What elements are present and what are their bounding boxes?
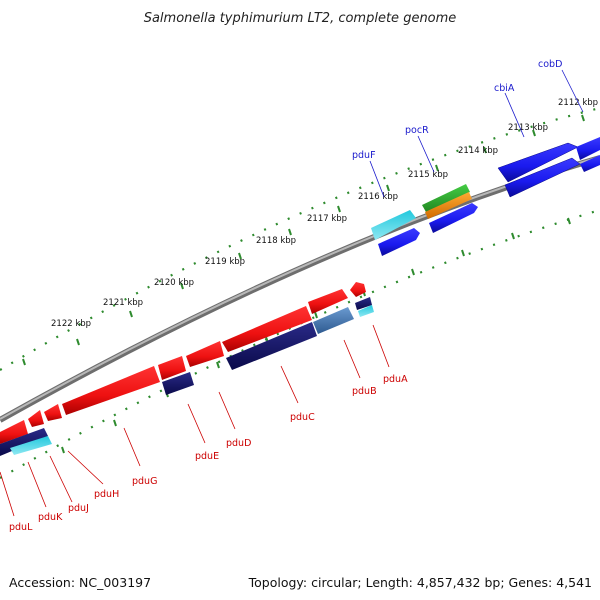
kbp-label: 2117 kbp — [307, 214, 347, 224]
gene-pduH[interactable] — [44, 404, 62, 421]
kbp-labels: 2112 kbp 2113 kbp 2114 kbp 2115 kbp 2116… — [51, 98, 598, 329]
forward-tick-track — [0, 106, 600, 371]
gene-label-cbiA: cbiA — [494, 83, 515, 94]
kbp-label: 2114 kbp — [458, 146, 498, 156]
gene-pduC-navy[interactable] — [226, 322, 317, 370]
gene-pduA[interactable] — [350, 282, 366, 297]
gene-pduA-navy[interactable] — [355, 297, 372, 310]
kbp-label: 2116 kbp — [358, 192, 398, 202]
gene-cbiA-continued[interactable] — [580, 155, 600, 172]
reverse-tick-track — [0, 208, 600, 479]
gene-label-pduK: pduK — [38, 512, 63, 523]
genome-summary-text: Topology: circular; Length: 4,857,432 bp… — [248, 575, 592, 590]
forward-gene-labels: cobD cbiA pocR pduF — [352, 59, 584, 198]
gene-label-pduC: pduC — [290, 412, 315, 423]
gene-label-pduH: pduH — [94, 489, 119, 500]
gene-label-pduG: pduG — [132, 476, 157, 487]
gene-pduK-cyan[interactable] — [10, 436, 52, 455]
gene-label-pduB: pduB — [352, 386, 377, 397]
accession-text: Accession: NC_003197 — [9, 575, 151, 590]
gene-pocR[interactable] — [422, 184, 470, 212]
map-title: Salmonella typhimurium LT2, complete gen… — [144, 11, 457, 26]
major-ticks — [22, 114, 585, 366]
kbp-label: 2122 kbp — [51, 319, 91, 329]
gene-pduE[interactable] — [158, 356, 186, 380]
gene-blue-small[interactable] — [429, 203, 478, 233]
reverse-genes — [0, 282, 374, 456]
gene-pduD[interactable] — [186, 341, 224, 367]
kbp-label: 2118 kbp — [256, 236, 296, 246]
gene-label-pocR: pocR — [405, 125, 429, 136]
gene-pduA-cyan[interactable] — [358, 305, 374, 317]
gene-label-pduJ: pduJ — [68, 503, 89, 514]
kbp-label: 2112 kbp — [558, 98, 598, 108]
gene-pduJ[interactable] — [28, 410, 44, 427]
kbp-label: 2120 kbp — [154, 278, 194, 288]
gene-pocR-orange[interactable] — [425, 192, 472, 219]
kbp-label: 2119 kbp — [205, 257, 245, 267]
gene-pduB[interactable] — [308, 289, 348, 314]
gene-pduB-steel[interactable] — [313, 307, 354, 334]
gene-pduE-navy[interactable] — [162, 372, 194, 395]
gene-pduC[interactable] — [222, 306, 312, 352]
gene-cobD-continued[interactable] — [576, 137, 600, 160]
kbp-label: 2115 kbp — [408, 170, 448, 180]
gene-label-pduL: pduL — [9, 522, 33, 533]
gene-label-cobD: cobD — [538, 59, 562, 70]
gene-pduL[interactable] — [0, 420, 28, 444]
gene-pduG[interactable] — [62, 366, 160, 415]
gene-pduF[interactable] — [371, 210, 416, 240]
forward-genes — [371, 137, 600, 256]
gene-label-pduE: pduE — [195, 451, 219, 462]
gene-label-pduA: pduA — [383, 374, 408, 385]
gene-blue-pduF[interactable] — [378, 228, 420, 256]
gene-label-pduD: pduD — [226, 438, 251, 449]
kbp-label: 2113 kbp — [508, 123, 548, 133]
kbp-label: 2121 kbp — [103, 298, 143, 308]
gene-label-pduF: pduF — [352, 150, 376, 161]
reverse-gene-labels: pduA pduB pduC pduD pduE pduG pduH pduJ … — [0, 324, 408, 533]
